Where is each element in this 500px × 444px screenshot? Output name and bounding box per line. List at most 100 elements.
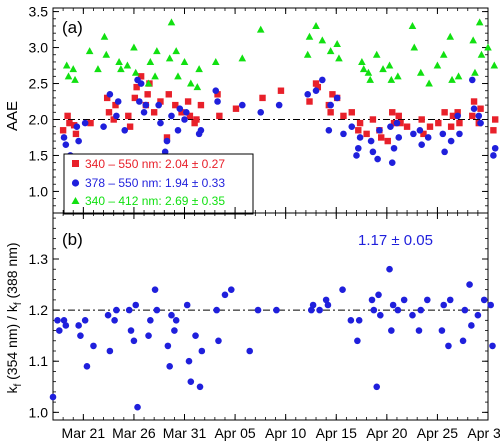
- data-point-square: [441, 109, 448, 116]
- data-point-triangle: [425, 79, 433, 87]
- data-point-circle: [388, 159, 396, 166]
- data-point-circle: [106, 347, 114, 355]
- data-point-square: [403, 123, 411, 130]
- data-point-circle: [176, 105, 184, 113]
- data-point-circle: [134, 76, 141, 84]
- data-point-circle: [196, 383, 204, 391]
- data-point-square: [125, 112, 132, 120]
- data-point-square: [165, 91, 172, 98]
- data-point-square: [191, 119, 198, 127]
- data-point-circle: [187, 378, 195, 385]
- data-point-triangle: [358, 57, 366, 65]
- y-tick-label: 1.0: [29, 404, 49, 420]
- data-point-triangle: [385, 61, 394, 69]
- data-point-circle: [466, 281, 473, 288]
- data-point-triangle: [394, 72, 402, 80]
- data-point-square: [426, 123, 434, 130]
- data-point-circle: [439, 130, 447, 138]
- data-point-triangle: [100, 32, 109, 40]
- data-point-circle: [75, 322, 82, 329]
- data-point-circle: [221, 291, 229, 299]
- data-point-circle: [369, 148, 377, 156]
- data-point-circle: [100, 123, 107, 130]
- data-point-circle: [73, 123, 81, 130]
- data-point-circle: [198, 347, 206, 355]
- x-tick-label: Apr 10: [265, 425, 306, 441]
- data-point-circle: [81, 317, 89, 324]
- data-point-circle: [324, 301, 332, 309]
- data-point-circle: [355, 317, 363, 324]
- panel-b-label: (b): [62, 230, 83, 249]
- data-point-circle: [273, 306, 280, 314]
- panel-b-frame: [52, 212, 489, 421]
- data-point-triangle: [446, 32, 455, 40]
- data-point-triangle: [193, 83, 202, 91]
- data-point-circle: [393, 119, 401, 127]
- data-point-circle: [104, 311, 112, 319]
- data-point-circle: [416, 126, 424, 134]
- data-point-circle: [394, 306, 402, 314]
- data-point-circle: [470, 105, 478, 113]
- data-point-square: [184, 98, 192, 105]
- data-point-triangle: [180, 57, 189, 65]
- data-point-square: [469, 112, 476, 120]
- data-point-square: [420, 130, 427, 138]
- data-point-circle: [171, 327, 178, 334]
- data-point-square: [259, 94, 266, 102]
- data-point-triangle: [490, 61, 499, 69]
- data-point-triangle: [469, 36, 477, 44]
- data-point-square: [105, 109, 113, 116]
- panel-b: 1.0 1.1 1.2 1.3 (b) 1.17 ± 0.05 kf (354 nm)…: [4, 212, 496, 421]
- data-point-triangle: [165, 54, 174, 62]
- data-point-circle: [147, 317, 154, 324]
- panel-a-ylabel: AAE: [4, 101, 21, 131]
- data-point-triangle: [256, 25, 265, 33]
- legend-frame: [63, 153, 254, 215]
- data-point-square: [178, 109, 185, 116]
- data-point-triangle: [454, 72, 463, 80]
- data-point-circle: [215, 337, 222, 345]
- data-point-square: [131, 94, 139, 102]
- data-point-square: [197, 101, 205, 109]
- data-point-square: [449, 112, 457, 120]
- data-point-circle: [468, 76, 476, 84]
- data-point-circle: [417, 306, 425, 314]
- data-point-circle: [181, 116, 188, 123]
- data-point-triangle: [174, 72, 182, 80]
- y-tick-label: 1.5: [29, 147, 49, 163]
- data-point-triangle: [131, 68, 140, 76]
- data-point-triangle: [64, 72, 73, 80]
- data-point-triangle: [187, 79, 195, 87]
- data-point-circle: [475, 112, 483, 120]
- x-tick-label: Mar 26: [112, 425, 156, 441]
- data-point-circle: [410, 130, 417, 138]
- panel-b-y-ticks: 1.0 1.1 1.2 1.3: [29, 217, 488, 420]
- x-tick-label: Mar 21: [62, 425, 106, 441]
- data-point-circle: [106, 91, 114, 98]
- data-point-circle: [354, 337, 361, 345]
- legend-marker-blue-circle: [71, 179, 80, 187]
- data-point-circle: [400, 296, 408, 304]
- data-point-circle: [113, 112, 120, 120]
- data-point-triangle: [146, 57, 155, 65]
- data-point-circle: [418, 141, 425, 148]
- y-tick-label: 2.0: [29, 111, 49, 127]
- data-point-circle: [62, 141, 70, 148]
- data-point-circle: [367, 137, 375, 145]
- legend-entry-blue: 378 – 550 nm: 1.94 ± 0.33: [85, 176, 225, 190]
- data-point-square: [355, 127, 362, 134]
- data-point-square: [327, 109, 334, 116]
- data-point-square: [490, 127, 497, 134]
- data-point-circle: [134, 403, 141, 411]
- data-point-circle: [185, 357, 193, 365]
- data-point-triangle: [410, 43, 419, 51]
- data-point-triangle: [326, 47, 335, 55]
- x-tick-label: Apr 05: [214, 425, 255, 441]
- data-point-circle: [56, 327, 63, 334]
- data-point-circle: [153, 306, 161, 314]
- data-point-square: [277, 87, 285, 94]
- data-point-circle: [388, 327, 395, 334]
- data-point-triangle: [71, 75, 79, 83]
- data-point-triangle: [151, 72, 159, 80]
- data-point-triangle: [312, 21, 320, 29]
